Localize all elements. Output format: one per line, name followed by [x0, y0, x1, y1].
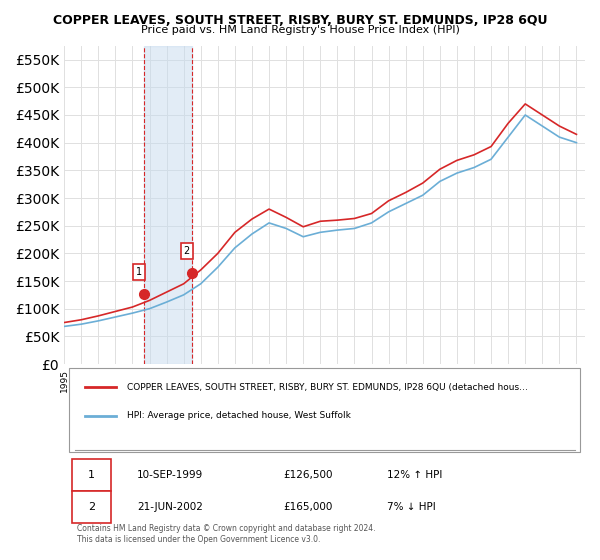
- Text: HPI: Average price, detached house, West Suffolk: HPI: Average price, detached house, West…: [127, 412, 350, 421]
- Text: Price paid vs. HM Land Registry's House Price Index (HPI): Price paid vs. HM Land Registry's House …: [140, 25, 460, 35]
- Text: Contains HM Land Registry data © Crown copyright and database right 2024.
This d: Contains HM Land Registry data © Crown c…: [77, 524, 376, 544]
- Text: 21-JUN-2002: 21-JUN-2002: [137, 502, 203, 512]
- FancyBboxPatch shape: [72, 491, 111, 524]
- FancyBboxPatch shape: [72, 459, 111, 491]
- Text: 10-SEP-1999: 10-SEP-1999: [137, 470, 203, 480]
- Bar: [144, 46, 191, 364]
- Text: 12% ↑ HPI: 12% ↑ HPI: [387, 470, 442, 480]
- FancyBboxPatch shape: [70, 367, 580, 452]
- Text: COPPER LEAVES, SOUTH STREET, RISBY, BURY ST. EDMUNDS, IP28 6QU (detached hous…: COPPER LEAVES, SOUTH STREET, RISBY, BURY…: [127, 383, 527, 392]
- Text: 1: 1: [136, 267, 142, 277]
- Text: 7% ↓ HPI: 7% ↓ HPI: [387, 502, 436, 512]
- Text: 2: 2: [184, 246, 190, 255]
- Text: COPPER LEAVES, SOUTH STREET, RISBY, BURY ST. EDMUNDS, IP28 6QU: COPPER LEAVES, SOUTH STREET, RISBY, BURY…: [53, 14, 547, 27]
- Text: 1: 1: [88, 470, 95, 480]
- Text: 2: 2: [88, 502, 95, 512]
- Text: £165,000: £165,000: [283, 502, 332, 512]
- Text: £126,500: £126,500: [283, 470, 332, 480]
